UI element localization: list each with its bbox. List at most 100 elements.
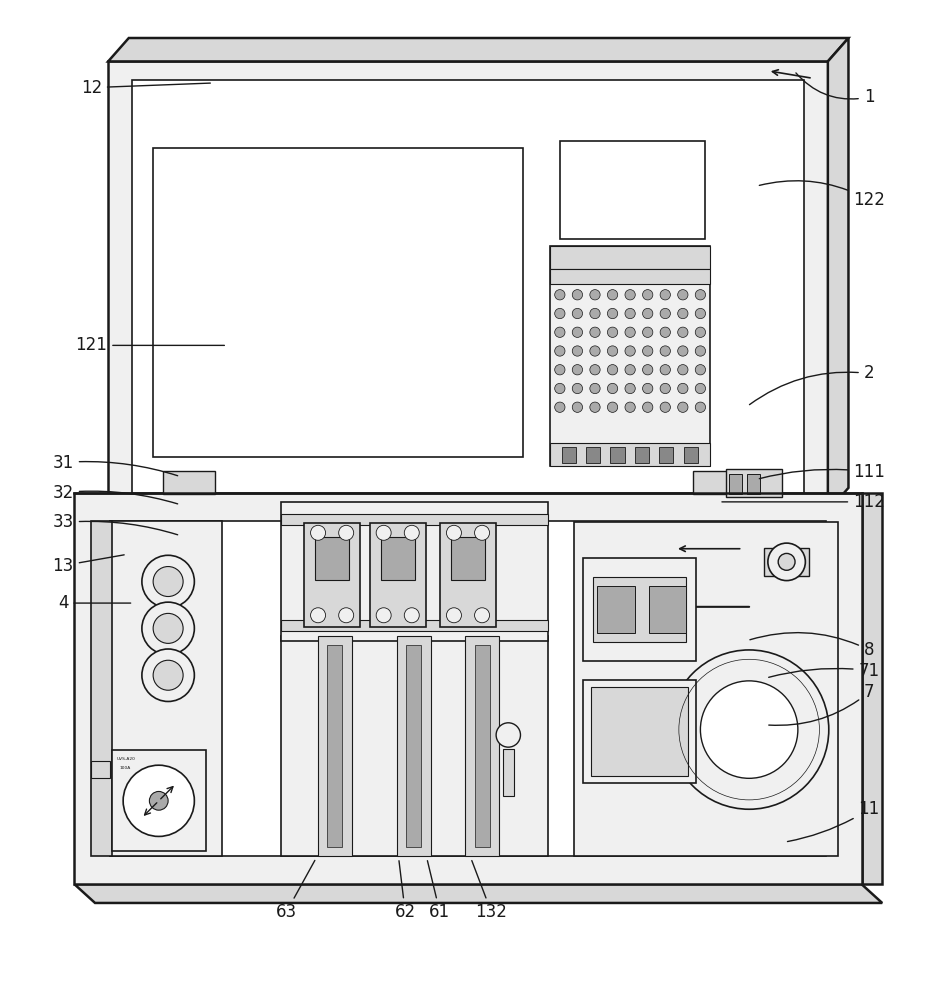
Circle shape [149, 791, 168, 810]
Circle shape [643, 402, 652, 412]
Circle shape [695, 308, 706, 319]
Circle shape [311, 608, 325, 623]
Circle shape [643, 308, 652, 319]
Bar [591, 687, 689, 776]
Bar [281, 514, 548, 525]
Polygon shape [862, 493, 883, 884]
Circle shape [625, 290, 635, 300]
Text: 112: 112 [722, 493, 885, 511]
Bar [281, 620, 548, 631]
Circle shape [404, 525, 419, 540]
Circle shape [339, 608, 354, 623]
Bar [659, 447, 673, 463]
Bar [380, 537, 415, 580]
Polygon shape [108, 38, 848, 61]
Circle shape [475, 608, 490, 623]
Text: 4: 4 [58, 594, 130, 612]
Circle shape [660, 365, 670, 375]
Circle shape [695, 402, 706, 412]
Bar [91, 761, 110, 778]
Text: 2: 2 [749, 364, 874, 405]
Text: 61: 61 [427, 861, 451, 921]
Circle shape [678, 402, 688, 412]
Circle shape [695, 365, 706, 375]
Bar [649, 586, 687, 633]
Text: 8: 8 [750, 633, 874, 659]
Circle shape [700, 681, 798, 778]
Circle shape [670, 650, 828, 809]
Bar [611, 447, 625, 463]
Circle shape [590, 327, 600, 337]
Circle shape [590, 365, 600, 375]
Circle shape [643, 327, 652, 337]
Circle shape [695, 327, 706, 337]
Text: 100A: 100A [120, 766, 130, 770]
Circle shape [660, 308, 670, 319]
Circle shape [153, 567, 184, 597]
Circle shape [695, 383, 706, 394]
Bar [153, 148, 523, 457]
Bar [164, 471, 215, 494]
Circle shape [142, 602, 194, 655]
Circle shape [643, 346, 652, 356]
Circle shape [660, 290, 670, 300]
Circle shape [573, 383, 583, 394]
Bar [560, 141, 705, 239]
Circle shape [625, 308, 635, 319]
Bar [370, 523, 426, 627]
Text: 31: 31 [52, 454, 178, 476]
Bar [281, 502, 548, 641]
Circle shape [590, 308, 600, 319]
Bar [747, 474, 761, 494]
Text: 33: 33 [52, 513, 178, 535]
Bar [765, 548, 809, 576]
Circle shape [153, 613, 184, 643]
Text: 11: 11 [787, 800, 880, 842]
Bar [597, 586, 635, 633]
Bar [592, 577, 687, 642]
Bar [562, 447, 575, 463]
Circle shape [123, 765, 194, 836]
Circle shape [554, 327, 565, 337]
Circle shape [554, 290, 565, 300]
Bar [327, 645, 342, 847]
Circle shape [554, 383, 565, 394]
Bar [586, 447, 600, 463]
Circle shape [678, 327, 688, 337]
Circle shape [643, 290, 652, 300]
Circle shape [377, 608, 391, 623]
Bar [91, 521, 112, 856]
Polygon shape [828, 38, 848, 511]
Bar [131, 80, 805, 493]
Circle shape [590, 346, 600, 356]
Circle shape [695, 290, 706, 300]
Text: 13: 13 [52, 555, 125, 575]
Circle shape [625, 402, 635, 412]
Bar [693, 471, 745, 494]
Text: UVS-A20: UVS-A20 [117, 757, 135, 761]
Bar [551, 246, 709, 466]
Polygon shape [74, 884, 883, 903]
Circle shape [643, 365, 652, 375]
Text: 32: 32 [52, 484, 178, 504]
Circle shape [660, 327, 670, 337]
Circle shape [625, 346, 635, 356]
Circle shape [554, 346, 565, 356]
Text: 122: 122 [759, 181, 885, 209]
Bar [112, 750, 205, 851]
Circle shape [778, 553, 795, 570]
Bar [503, 749, 514, 796]
Circle shape [475, 525, 490, 540]
Circle shape [608, 327, 618, 337]
Circle shape [660, 402, 670, 412]
Circle shape [695, 346, 706, 356]
Circle shape [404, 608, 419, 623]
Circle shape [678, 365, 688, 375]
Bar [684, 447, 698, 463]
Circle shape [311, 525, 325, 540]
Text: 111: 111 [759, 463, 885, 481]
Circle shape [142, 649, 194, 701]
Circle shape [608, 308, 618, 319]
Text: 71: 71 [768, 662, 880, 680]
Bar [551, 443, 709, 466]
